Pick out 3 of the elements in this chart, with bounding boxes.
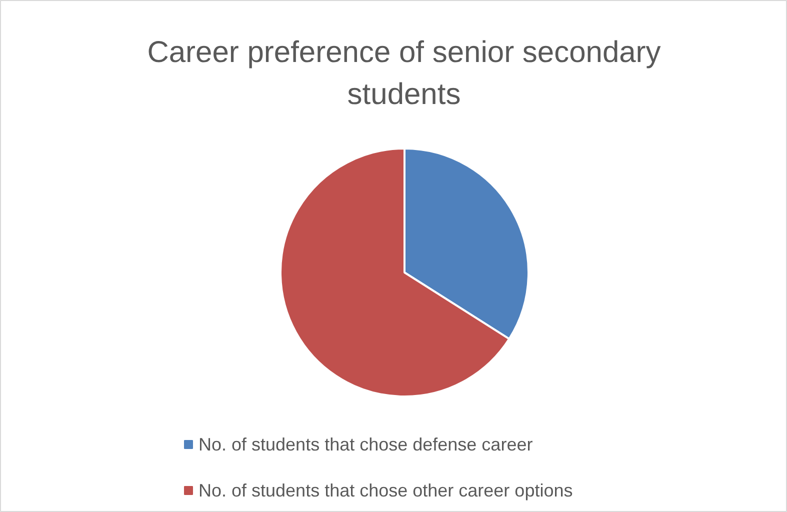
chart-title: Career preference of senior secondary students [147,36,661,111]
legend-label: No. of students that chose defense career [198,434,533,454]
legend-label: No. of students that chose other career options [198,480,573,500]
